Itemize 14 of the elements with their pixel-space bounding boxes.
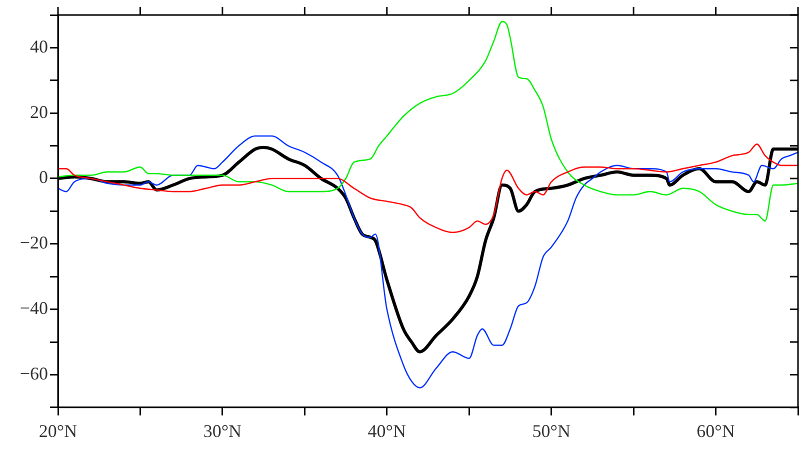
line-series <box>58 135 798 388</box>
y-tick-label: −60 <box>20 363 48 384</box>
y-tick-label: 20 <box>30 102 48 122</box>
line-series <box>58 20 798 222</box>
y-tick-label: −40 <box>20 298 48 318</box>
x-tick-label: 20°N <box>38 420 78 441</box>
line-series <box>58 144 798 234</box>
y-tick-label: 0 <box>39 167 48 188</box>
y-tick-label: 40 <box>30 36 48 56</box>
x-tick-label: 30°N <box>203 420 242 441</box>
x-tick-label: 60°N <box>696 420 735 441</box>
y-tick-label: −20 <box>20 232 48 253</box>
x-tick-label: 50°N <box>532 420 570 441</box>
x-tick-label: 40°N <box>368 420 406 441</box>
